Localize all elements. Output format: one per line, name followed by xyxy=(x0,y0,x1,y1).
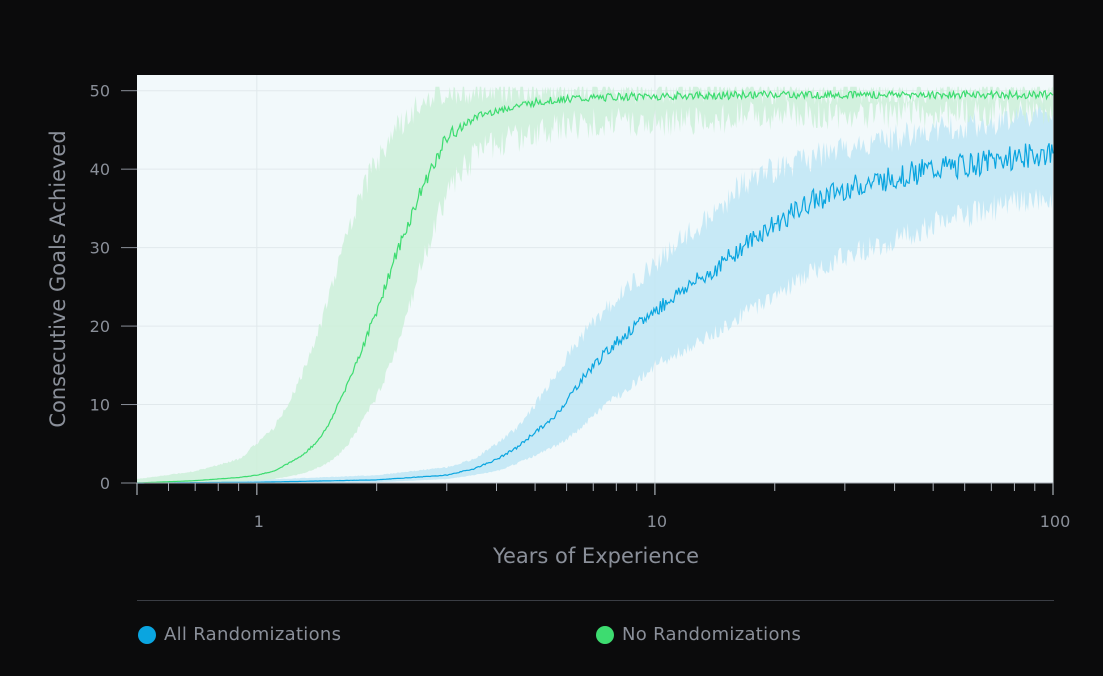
y-tick-label-50: 50 xyxy=(90,82,110,101)
y-axis-title: Consecutive Goals Achieved xyxy=(46,130,70,427)
legend-label-all-randomizations: All Randomizations xyxy=(164,624,342,645)
legend-divider xyxy=(137,600,1054,601)
x-axis-title: Years of Experience xyxy=(492,544,699,568)
series-line-no-randomizations xyxy=(136,88,1054,484)
x-tick-label-10: 10 xyxy=(647,512,667,531)
legend-item-no-randomizations[interactable]: No Randomizations xyxy=(596,624,801,645)
band-no-randomizations xyxy=(137,86,1053,484)
chart-svg: 0 10 20 30 40 50 1 10 100 Years of Experience Cons… xyxy=(46,75,1071,568)
y-tick-label-20: 20 xyxy=(90,317,110,336)
y-tick-label-40: 40 xyxy=(90,160,110,179)
series-line-all-randomizations xyxy=(137,143,1054,484)
y-tick-label-30: 30 xyxy=(90,239,110,258)
plot-area xyxy=(137,75,1053,483)
x-tick-label-1: 1 xyxy=(254,512,264,531)
x-tick-label-100: 100 xyxy=(1040,512,1071,531)
legend-swatch-no-randomizations xyxy=(596,625,614,644)
legend-item-all-randomizations[interactable]: All Randomizations xyxy=(138,624,341,645)
band-all-randomizations xyxy=(137,98,1053,484)
legend-swatch-all-randomizations xyxy=(138,625,156,644)
legend-label-no-randomizations: No Randomizations xyxy=(622,624,802,645)
legend: All Randomizations No Randomizations xyxy=(0,624,1103,650)
y-tick-label-10: 10 xyxy=(90,396,110,415)
y-tick-label-0: 0 xyxy=(100,474,110,493)
